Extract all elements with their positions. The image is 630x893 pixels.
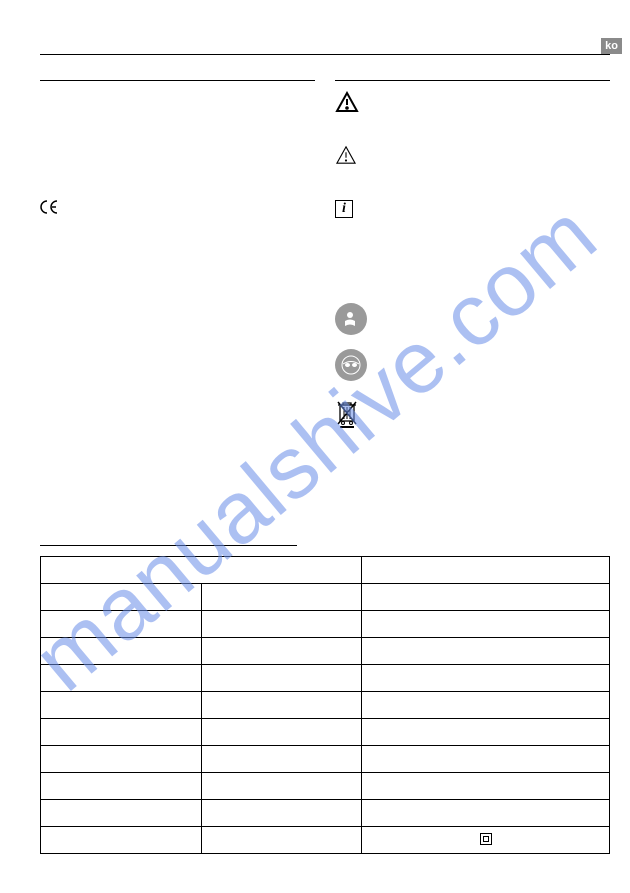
section-divider — [40, 80, 315, 81]
two-column-layout: i — [40, 80, 610, 460]
top-divider — [40, 54, 610, 55]
icon-row-info: i — [335, 199, 610, 227]
table-row — [41, 746, 610, 773]
safety-goggles-icon — [335, 349, 367, 381]
page-content: ko — [40, 40, 610, 863]
info-icon: i — [335, 200, 353, 218]
icon-row-caution — [335, 145, 610, 173]
table-row — [41, 719, 610, 746]
caution-triangle-icon — [335, 145, 357, 165]
technical-data-table — [40, 556, 610, 854]
table-row — [41, 665, 610, 692]
icon-row-weee — [335, 399, 610, 434]
class2-icon — [480, 833, 492, 845]
weee-bin-icon — [335, 399, 359, 429]
section-divider — [335, 80, 610, 81]
table-row — [41, 638, 610, 665]
ce-mark-icon — [40, 200, 60, 217]
icon-row-warning — [335, 91, 610, 119]
table-row — [41, 773, 610, 800]
icon-row-read-manual — [335, 303, 610, 335]
left-column — [40, 80, 315, 460]
table-row — [41, 692, 610, 719]
technical-data-section — [40, 545, 610, 854]
table-row — [41, 800, 610, 827]
table-row — [41, 557, 610, 584]
language-badge: ko — [601, 38, 622, 54]
table-row — [41, 584, 610, 611]
table-row — [41, 611, 610, 638]
protection-class-cell — [362, 827, 610, 854]
table-row — [41, 827, 610, 854]
right-column: i — [335, 80, 610, 460]
icon-row-goggles — [335, 349, 610, 381]
section-divider — [40, 545, 297, 546]
warning-triangle-icon — [335, 91, 359, 113]
read-manual-icon — [335, 303, 367, 335]
